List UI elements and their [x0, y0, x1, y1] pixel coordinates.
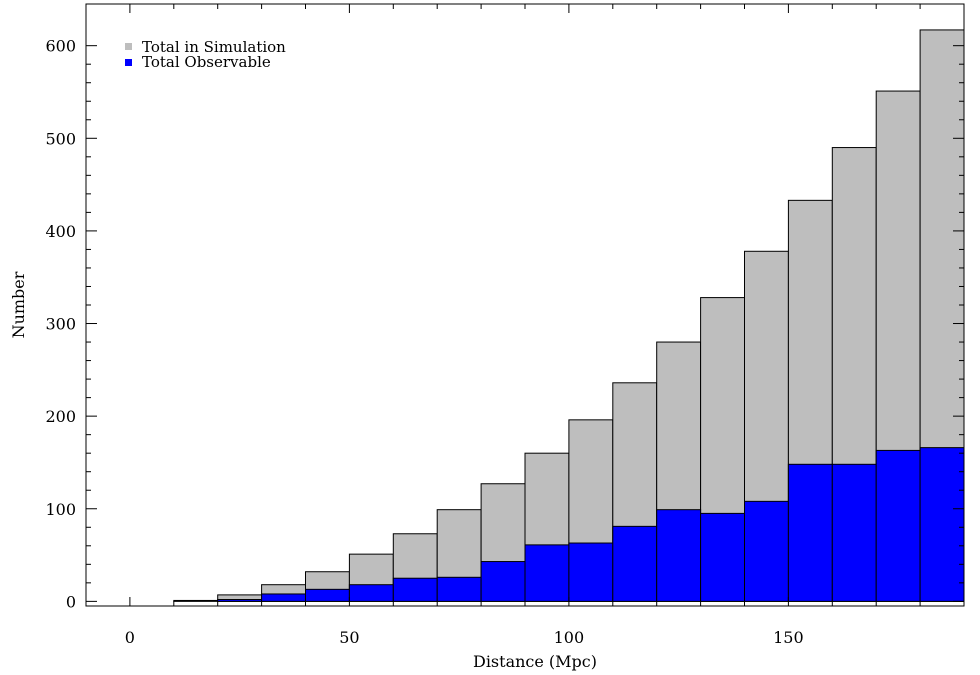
legend-swatch-observable [125, 59, 132, 66]
series-total-observable [217, 447, 965, 602]
bar-observable [612, 525, 658, 602]
bar-observable [787, 463, 833, 602]
y-tick-label: 600 [45, 37, 76, 56]
legend-label-simulation: Total in Simulation [142, 38, 286, 56]
y-tick-label: 200 [45, 407, 76, 426]
y-axis: 0 100 200 300 400 500 600 [45, 37, 964, 611]
y-tick-label: 100 [45, 500, 76, 519]
x-tick-label: 0 [125, 628, 135, 647]
y-tick-label: 500 [45, 129, 76, 148]
bar-observable [919, 447, 965, 602]
bar-observable [831, 463, 877, 602]
bar-observable [700, 512, 745, 602]
x-axis-title: Distance (Mpc) [473, 652, 597, 671]
bar-observable [875, 449, 921, 602]
bar-observable [217, 599, 263, 602]
x-tick-label: 50 [339, 628, 359, 647]
legend: Total in Simulation Total Observable [125, 38, 286, 71]
y-tick-label: 0 [66, 592, 76, 611]
y-tick-label: 400 [45, 222, 76, 241]
y-tick-label: 300 [45, 315, 76, 334]
bar-observable [744, 500, 789, 602]
bar-observable [568, 542, 614, 602]
bar-simulation [173, 599, 219, 602]
bar-observable [436, 576, 482, 602]
bar-observable [480, 561, 526, 602]
x-tick-label: 100 [554, 628, 585, 647]
x-axis: 0 50 100 150 [125, 4, 921, 647]
bar-observable [348, 584, 394, 602]
bar-observable [524, 544, 570, 602]
bar-observable [261, 593, 307, 602]
bar-observable [392, 577, 438, 602]
legend-swatch-simulation [125, 43, 132, 50]
bar-observable [305, 588, 350, 602]
y-axis-title: Number [9, 271, 28, 338]
bar-observable [656, 509, 702, 602]
x-tick-label: 150 [773, 628, 804, 647]
legend-label-observable: Total Observable [142, 53, 271, 71]
